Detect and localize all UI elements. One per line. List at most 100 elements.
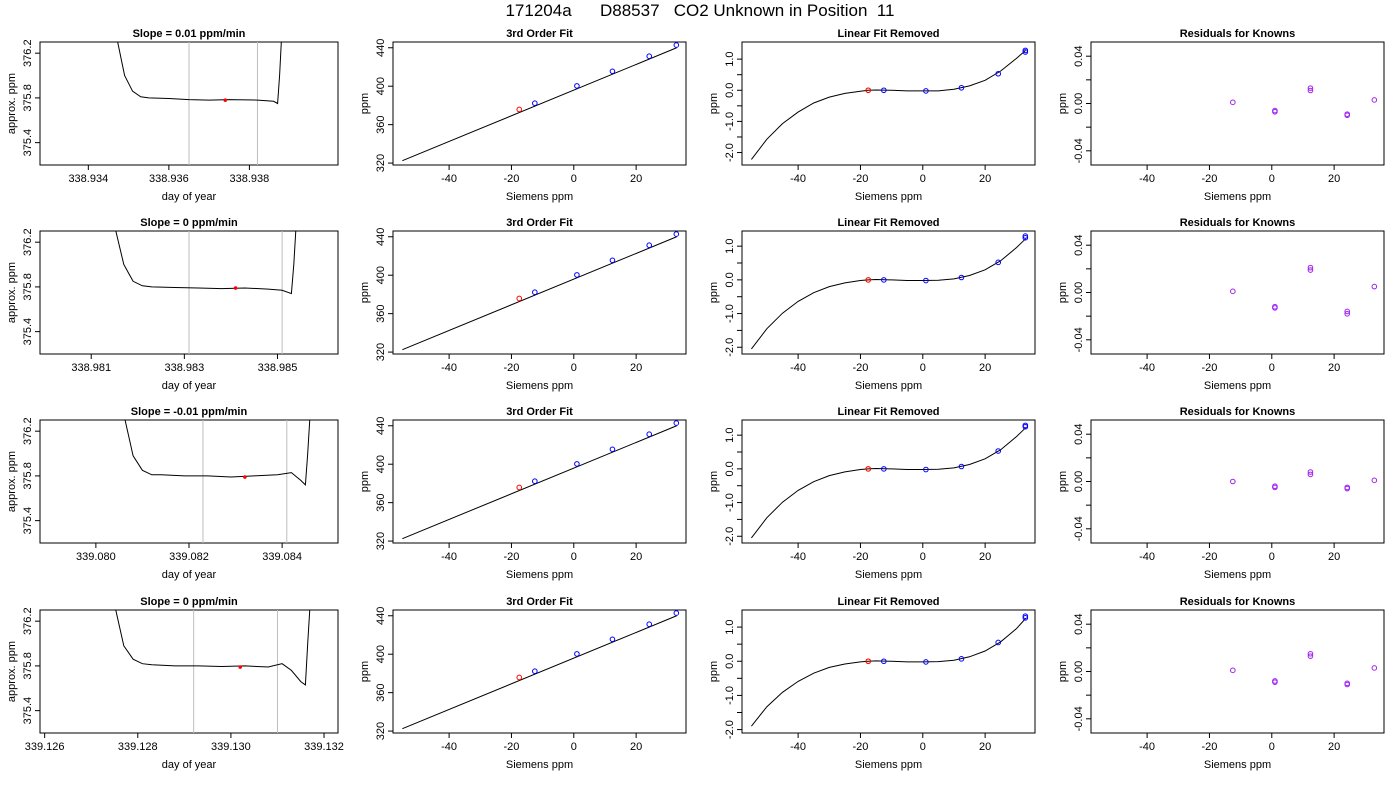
known-point [574, 83, 580, 89]
chart-panel-r0-c2: Linear Fit Removed -40 -20 0 20 -2.0 -1.0 0.0 1.… [708, 28, 1036, 203]
x-tick-label: 20 [1328, 551, 1340, 563]
residual-point [1307, 653, 1314, 659]
mean-marker [238, 665, 243, 669]
chart-panel-r3-c1: 3rd Order Fit -40 -20 0 20 320 360 400 440 Siemen… [359, 596, 687, 771]
known-point [958, 84, 965, 91]
y-axis-label: approx. ppm [6, 641, 18, 702]
plot-frame [741, 419, 1036, 544]
x-axis-label: Siemens ppm [855, 569, 922, 581]
chart-panel-r1-c2: Linear Fit Removed -40 -20 0 20 -2.0 -1.0 0.0 1.… [708, 217, 1036, 392]
known-point [673, 420, 680, 426]
chart-title: Slope = 0 ppm/min [140, 217, 238, 229]
known-point [673, 42, 680, 48]
x-tick-label: 0 [1269, 551, 1275, 563]
x-tick-label: 0 [1269, 741, 1275, 753]
known-point [1022, 233, 1029, 239]
plot-frame [392, 230, 687, 355]
x-axis-label: Siemens ppm [1204, 569, 1271, 581]
known-point [609, 68, 616, 75]
residual-point [1230, 99, 1236, 106]
y-tick-label: 376.2 [22, 228, 34, 256]
chart-panel-r0-c0: Slope = 0.01 ppm/min 338.934 338.936 338.93… [6, 28, 339, 203]
x-tick-label: -40 [790, 173, 806, 185]
y-axis-label: ppm [1057, 661, 1069, 682]
residual-point [1344, 308, 1351, 315]
x-axis-label: Siemens ppm [1204, 759, 1271, 771]
x-tick-label: -20 [503, 362, 519, 374]
unknown-point [516, 484, 523, 491]
x-tick-label: -20 [1201, 362, 1217, 374]
known-point [881, 466, 887, 472]
unknown-point [516, 674, 523, 681]
residual-point [1307, 267, 1314, 273]
chart-title: Slope = 0 ppm/min [140, 596, 238, 608]
residual-point [1344, 310, 1351, 317]
residual-point [1272, 679, 1278, 685]
y-tick-label: -1.0 [724, 112, 736, 131]
y-tick-label: 0.04 [1073, 234, 1085, 255]
known-point [958, 274, 965, 281]
x-tick-label: -40 [441, 741, 457, 753]
chart-panel-r1-c3: Residuals for Knowns -40 -20 0 20 -0.04 0.00 0.… [1057, 217, 1385, 392]
chart-panel-r2-c2: Linear Fit Removed -40 -20 0 20 -2.0 -1.0 0.0 1.… [708, 406, 1036, 581]
x-axis-label: Siemens ppm [855, 759, 922, 771]
x-tick-label: 339.082 [169, 551, 209, 563]
x-tick-label: 0 [571, 551, 577, 563]
fit-line [402, 615, 677, 730]
x-tick-label: -40 [790, 362, 806, 374]
x-tick-label: -40 [1139, 362, 1155, 374]
residual-point [1307, 264, 1314, 271]
known-point [609, 446, 616, 453]
plot-area [402, 231, 680, 351]
x-tick-label: -20 [503, 173, 519, 185]
x-tick-label: 20 [1328, 173, 1340, 185]
chart-title: Linear Fit Removed [837, 217, 939, 229]
residual-point [1230, 478, 1236, 485]
chart-panel-r2-c3: Residuals for Knowns -40 -20 0 20 -0.04 0.00 0.… [1057, 406, 1385, 581]
y-tick-label: -1.0 [724, 686, 736, 705]
plot-frame [741, 41, 1036, 166]
y-tick-label: 360 [375, 683, 387, 701]
y-axis-label: ppm [359, 661, 371, 682]
chart-panel-r2-c1: 3rd Order Fit -40 -20 0 20 320 360 400 440 Siemen… [359, 406, 687, 581]
known-point [881, 87, 887, 94]
residual-point [1307, 85, 1314, 91]
known-point [995, 259, 1002, 266]
y-tick-label: 375.4 [22, 129, 34, 157]
x-axis-label: Siemens ppm [506, 759, 573, 771]
x-tick-label: 339.128 [118, 741, 158, 753]
known-point [574, 651, 580, 657]
y-tick-label: 0.04 [1073, 423, 1085, 444]
plot-frame [741, 609, 1036, 734]
plot-frame [1090, 230, 1385, 355]
known-point [673, 231, 680, 237]
x-tick-label: -40 [1139, 551, 1155, 563]
chart-title: Residuals for Knowns [1180, 596, 1296, 608]
known-point [532, 100, 538, 107]
plot-frame [1090, 41, 1385, 166]
chart-title: Residuals for Knowns [1180, 217, 1296, 229]
x-axis-label: Siemens ppm [855, 191, 922, 203]
x-tick-label: 339.084 [262, 551, 302, 563]
y-tick-label: 440 [375, 607, 387, 625]
chart-title: 3rd Order Fit [506, 596, 573, 608]
y-tick-label: 376.2 [22, 39, 34, 67]
x-axis-label: Siemens ppm [855, 380, 922, 392]
plot-area [1230, 85, 1378, 119]
plot-area [751, 613, 1029, 727]
residual-point [1272, 484, 1278, 491]
residual-point [1230, 288, 1236, 295]
y-axis-label: ppm [708, 93, 720, 114]
known-point [1022, 49, 1029, 55]
known-point [923, 88, 929, 94]
x-tick-label: -20 [852, 741, 868, 753]
concentration-trace [115, 231, 297, 295]
plot-area [751, 233, 1029, 350]
y-tick-label: 360 [375, 493, 387, 511]
known-point [646, 53, 653, 60]
y-tick-label: 1.0 [724, 239, 736, 254]
x-tick-label: 339.080 [76, 551, 116, 563]
residual-curve [751, 238, 1026, 350]
known-point [923, 277, 929, 284]
x-tick-label: 20 [979, 551, 991, 563]
